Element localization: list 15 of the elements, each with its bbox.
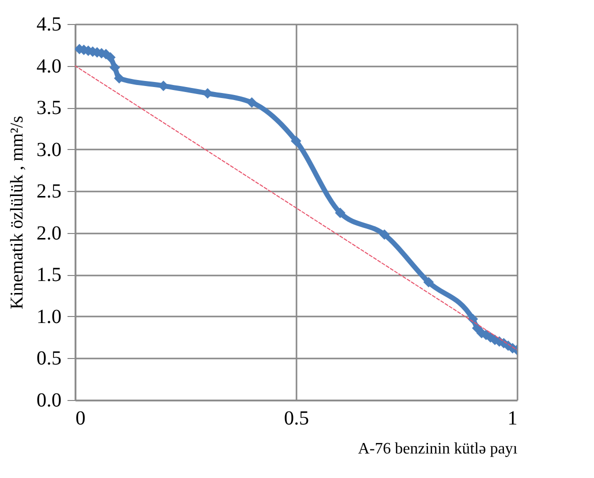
y-tick-label: 1.0 [36, 306, 62, 328]
y-tick-label: 0.5 [36, 348, 62, 370]
y-tick-label: 4.5 [36, 14, 62, 36]
y-tick-label: 3.5 [36, 97, 62, 120]
y-tick-label: 2.0 [36, 222, 62, 244]
x-axis-title: A-76 benzinin kütlə payı [358, 440, 518, 458]
x-tick-label: 0 [76, 408, 86, 430]
y-tick-label: 4.0 [36, 55, 62, 78]
y-axis-title: Kinematik özlülük , mm²/s [6, 116, 26, 310]
x-tick-label: 0.5 [284, 408, 309, 430]
y-tick-label: 2.5 [36, 180, 62, 203]
y-tick-label: 3.0 [36, 138, 62, 161]
x-tick-label: 1 [508, 408, 518, 430]
y-tick-label: 0.0 [36, 390, 62, 412]
y-tick-label: 1.5 [36, 264, 62, 286]
